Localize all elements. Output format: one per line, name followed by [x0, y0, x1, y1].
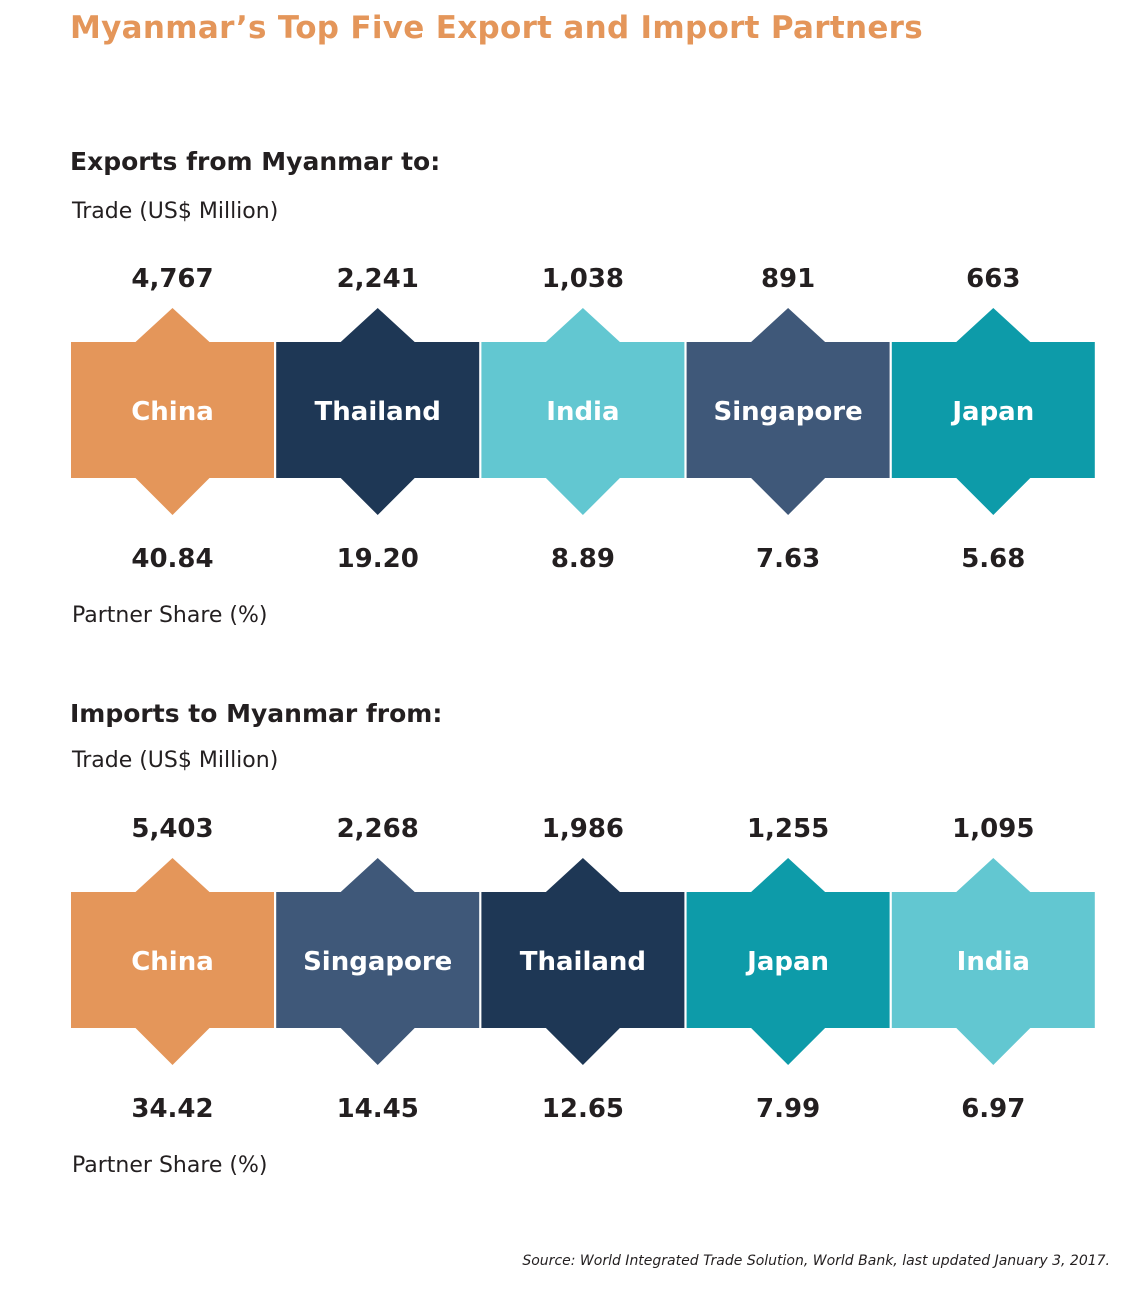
partner-block-thailand: Thailand 2,241 19.20 [276, 264, 480, 574]
partner-shape [891, 858, 1095, 1065]
exports-title: Exports from Myanmar to: [70, 147, 441, 176]
imports-title: Imports to Myanmar from: [70, 699, 443, 728]
partner-name-label: India [546, 397, 619, 427]
trade-value-label: 1,038 [542, 264, 624, 294]
partner-shape [276, 858, 480, 1065]
partner-block-singapore: Singapore 2,268 14.45 [276, 814, 480, 1124]
partner-strip-svg: China 4,767 40.84 Thailand 2,241 19.20 India 1,… [71, 264, 1095, 574]
share-value-label: 6.97 [961, 1094, 1025, 1124]
partner-name-label: Singapore [303, 947, 452, 977]
imports-trade-label: Trade (US$ Million) [72, 748, 279, 773]
partner-block-japan: Japan 1,255 7.99 [686, 814, 890, 1124]
share-value-label: 40.84 [131, 544, 213, 574]
partner-name-label: Japan [950, 397, 1034, 427]
partner-block-china: China 5,403 34.42 [71, 814, 274, 1124]
partner-name-label: India [957, 947, 1030, 977]
trade-value-label: 2,241 [337, 264, 419, 294]
exports-chart: China 4,767 40.84 Thailand 2,241 19.20 India 1,… [60, 250, 1110, 580]
partner-name-label: China [131, 397, 214, 427]
partner-name-label: China [131, 947, 214, 977]
partner-shape [481, 308, 685, 515]
partner-block-china: China 4,767 40.84 [71, 264, 274, 574]
trade-value-label: 1,986 [542, 814, 624, 844]
share-value-label: 7.63 [756, 544, 820, 574]
share-value-label: 14.45 [337, 1094, 419, 1124]
partner-name-label: Thailand [315, 397, 441, 427]
trade-value-label: 891 [761, 264, 815, 294]
trade-value-label: 663 [966, 264, 1020, 294]
partner-name-label: Thailand [520, 947, 646, 977]
share-value-label: 34.42 [131, 1094, 213, 1124]
partner-shape [686, 308, 890, 515]
share-value-label: 7.99 [756, 1094, 820, 1124]
partner-shape [71, 308, 274, 515]
source-note: Source: World Integrated Trade Solution,… [522, 1253, 1110, 1269]
share-value-label: 8.89 [551, 544, 615, 574]
page-title: Myanmar’s Top Five Export and Import Par… [70, 10, 924, 46]
imports-chart: China 5,403 34.42 Singapore 2,268 14.45 Thaila… [60, 800, 1110, 1130]
exports-trade-label: Trade (US$ Million) [72, 199, 279, 224]
partner-block-singapore: Singapore 891 7.63 [686, 264, 890, 574]
partner-block-japan: Japan 663 5.68 [891, 264, 1095, 574]
partner-block-india: India 1,038 8.89 [481, 264, 685, 574]
partner-name-label: Singapore [713, 397, 862, 427]
partner-name-label: Japan [745, 947, 829, 977]
trade-value-label: 5,403 [131, 814, 213, 844]
partner-shape [686, 858, 890, 1065]
share-value-label: 19.20 [337, 544, 419, 574]
partner-strip-svg: China 5,403 34.42 Singapore 2,268 14.45 Thaila… [71, 814, 1095, 1124]
partner-shape [276, 308, 480, 515]
partner-block-thailand: Thailand 1,986 12.65 [481, 814, 685, 1124]
trade-value-label: 1,255 [747, 814, 829, 844]
exports-share-label: Partner Share (%) [72, 603, 268, 628]
share-value-label: 12.65 [542, 1094, 624, 1124]
trade-value-label: 1,095 [952, 814, 1034, 844]
trade-value-label: 4,767 [131, 264, 213, 294]
partner-shape [891, 308, 1095, 515]
partner-shape [71, 858, 274, 1065]
trade-value-label: 2,268 [337, 814, 419, 844]
partner-block-india: India 1,095 6.97 [891, 814, 1095, 1124]
partner-shape [481, 858, 685, 1065]
imports-share-label: Partner Share (%) [72, 1153, 268, 1178]
share-value-label: 5.68 [961, 544, 1025, 574]
